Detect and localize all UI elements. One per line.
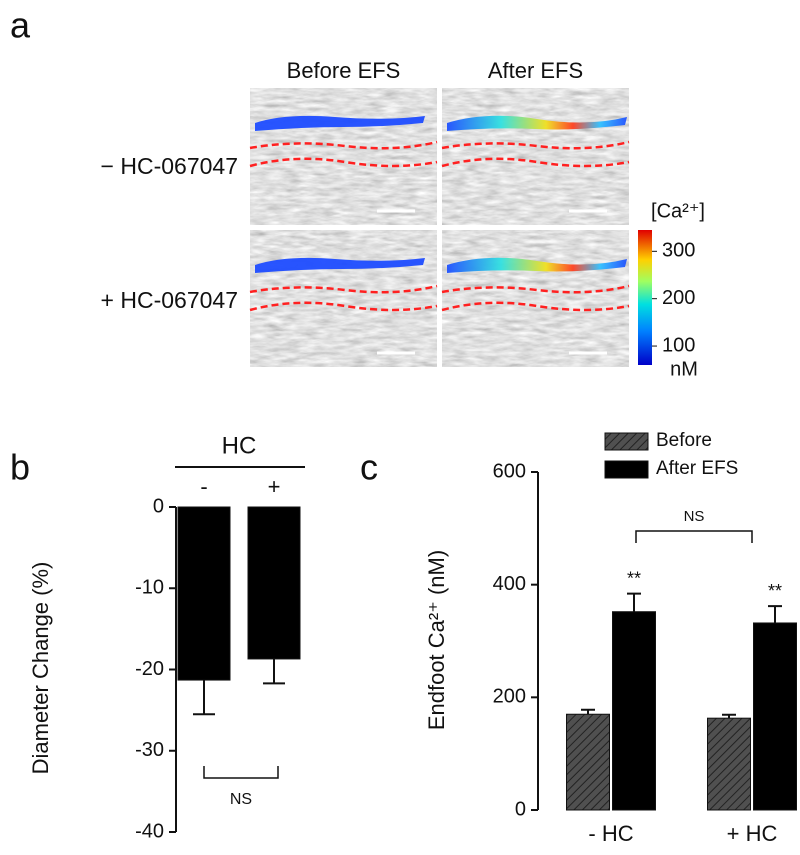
legend-swatch <box>604 432 649 451</box>
column-title: After EFS <box>488 58 583 83</box>
image-background <box>442 88 629 225</box>
bar <box>612 611 656 811</box>
row-label: + HC-067047 <box>101 287 238 313</box>
significance-mark: ** <box>768 581 782 601</box>
y-tick-label: 200 <box>493 686 526 708</box>
bar <box>177 506 231 681</box>
y-tick-label: -40 <box>135 820 164 842</box>
bar <box>753 622 797 811</box>
image-background <box>250 230 437 367</box>
vessel-outline <box>441 284 630 294</box>
bar <box>247 506 301 660</box>
vessel-outline <box>249 301 438 312</box>
column-title: Before EFS <box>287 58 401 83</box>
calcium-signal <box>447 115 627 131</box>
colorbar-tick-label: 200 <box>662 287 695 309</box>
error-bar <box>581 708 595 715</box>
y-tick-label: -20 <box>135 658 164 680</box>
vessel-outline <box>441 301 630 312</box>
vessel-outline <box>249 157 438 168</box>
y-axis-label: Diameter Change (%) <box>28 562 53 775</box>
error-bar <box>768 605 782 623</box>
x-tick-label: + <box>268 474 281 499</box>
error-bar <box>263 658 285 685</box>
y-tick-label: 600 <box>493 460 526 482</box>
annotation: NS <box>230 791 252 808</box>
y-tick-label: -10 <box>135 577 164 599</box>
error-bar <box>627 592 641 612</box>
vessel-outline <box>441 157 630 168</box>
x-tick-label: + HC <box>727 821 778 846</box>
error-bar <box>193 680 215 716</box>
micrograph <box>249 230 438 367</box>
x-tick-label: - <box>200 474 207 499</box>
y-tick-label: -30 <box>135 739 164 761</box>
image-background <box>250 88 437 225</box>
annotation: NS <box>684 508 705 525</box>
calcium-signal <box>255 115 425 131</box>
y-tick-label: 400 <box>493 573 526 595</box>
calcium-signal <box>255 257 425 273</box>
bar <box>566 713 610 811</box>
y-tick-label: 0 <box>153 495 164 517</box>
vessel-outline <box>441 140 630 150</box>
image-background <box>442 230 629 367</box>
y-axis-label: Endfoot Ca²⁺ (nM) <box>424 550 449 730</box>
vessel-outline <box>249 140 438 150</box>
panel-label: a <box>10 5 31 46</box>
colorbar-tick-label: 100 <box>662 334 695 356</box>
calcium-signal <box>447 257 627 273</box>
legend-label: After EFS <box>656 458 738 479</box>
colorbar-title: [Ca²⁺] <box>651 200 705 222</box>
y-tick-label: 0 <box>515 798 526 820</box>
colorbar-tick-label: 300 <box>662 240 695 262</box>
x-tick-label: - HC <box>588 821 633 846</box>
group-label: HC <box>222 432 257 459</box>
comparison-bracket <box>203 766 279 779</box>
panel-label: b <box>10 447 30 488</box>
legend-label: Before <box>656 430 712 451</box>
comparison-bracket <box>635 530 753 543</box>
micrograph <box>441 230 630 367</box>
colorbar <box>638 230 652 365</box>
panel-label: c <box>360 447 378 488</box>
micrograph <box>441 88 630 225</box>
micrograph <box>249 88 438 225</box>
error-bar <box>722 713 736 719</box>
legend-swatch <box>604 460 649 479</box>
row-label: − HC-067047 <box>101 153 238 179</box>
bar <box>707 717 751 811</box>
vessel-outline <box>249 284 438 294</box>
significance-mark: ** <box>627 568 641 588</box>
colorbar-unit: nM <box>670 358 698 380</box>
